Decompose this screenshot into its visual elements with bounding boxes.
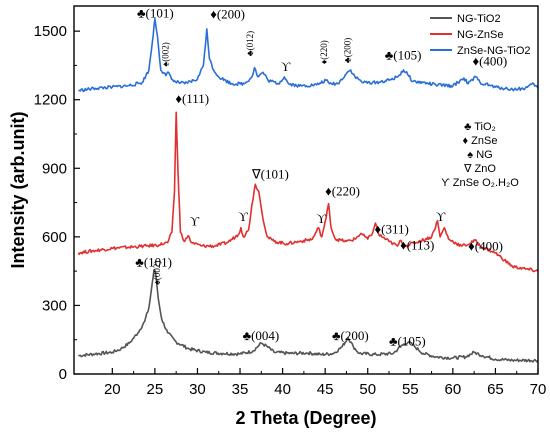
peak-label: ♣(200) [332,328,369,343]
series-line-znse-ng-tio2 [78,17,539,93]
x-tick-label: 35 [232,381,249,398]
peak-label: ♠(002) [152,261,162,285]
peak-label: ♦(200) [210,7,245,22]
peak-label: ♦(111) [175,91,209,106]
y-tick-label: 300 [42,297,67,314]
x-tick-label: 40 [274,381,291,398]
x-tick-label: 25 [147,381,164,398]
x-tick-label: 45 [317,381,334,398]
legend: NG-TiO2 NG-ZnSe ZnSe-NG-TiO2 [430,13,531,57]
y-tick-label: 1500 [34,23,67,40]
y-tick-label: 900 [42,160,67,177]
peak-label: ♦(400) [472,53,507,68]
peak-label: ♣(004) [243,328,280,343]
key-entry: ∇ ZnO [463,163,496,175]
key-entry: ϒ ZnSe O₂.H₂O [441,177,519,189]
x-tick-label: 65 [487,381,504,398]
peak-label: ♦(113) [400,237,434,252]
peak-label: ♣(012) [245,31,255,56]
peak-label: ♣(101) [135,255,172,270]
x-axis-title: 2 Theta (Degree) [235,408,376,428]
peak-label: ♠(002) [161,42,171,66]
key-entry: ♠ NG [467,149,492,161]
peak-label: ♣(101) [137,5,174,20]
x-tick-label: 70 [530,381,547,398]
series-group [77,17,539,363]
x-tick-label: 60 [445,381,462,398]
plot-frame [73,5,539,375]
key-entry: ♣ TiO₂ [464,121,496,133]
y-tick-label: 1200 [34,92,67,109]
axes: 20 25 30 35 40 45 50 55 60 65 70 0 300 600 900 1200 1500 [34,5,547,398]
y-tick-label: 600 [42,229,67,246]
peak-label: ♦(220) [325,184,360,199]
x-tick-label: 20 [104,381,121,398]
legend-label: NG-ZnSe [457,29,503,41]
peak-label: ϒ [238,209,248,224]
peak-label: ϒ [436,209,446,224]
legend-label: ZnSe-NG-TiO2 [457,45,531,57]
series-line-ng-znse [77,111,539,273]
peak-label: ♣(105) [389,333,426,348]
key-entry: ♦ ZnSe [463,135,498,147]
peak-annotations: ♣(101) ♦(200)♣(012) ϒ ♦(220) ♣(200) ♣(105) ♦(4… [135,5,507,348]
symbol-key: ♣ TiO₂ ♦ ZnSe ♠ NG ∇ ZnO ϒ ZnSe O₂.H₂O [441,121,519,189]
x-tick-label: 55 [402,381,419,398]
y-axis-title: Intensity (arb.unit) [8,111,28,268]
x-tick-label: 30 [189,381,206,398]
peak-label: ϒ [317,211,327,226]
peak-label: ♦(400) [468,239,503,254]
y-tick-label: 0 [59,366,67,383]
peak-label: ♦(311) [375,221,409,236]
peak-label: ϒ [281,59,291,74]
peak-label: ♣(200) [343,38,353,63]
peak-label: ∇(101) [251,167,289,182]
peak-label: ♦(220) [319,40,329,64]
legend-label: NG-TiO2 [457,13,501,25]
peak-label: ♣(105) [385,48,422,63]
series-line-ng-tio2 [78,269,539,363]
x-tick-label: 50 [359,381,376,398]
peak-label: ϒ [190,213,200,228]
